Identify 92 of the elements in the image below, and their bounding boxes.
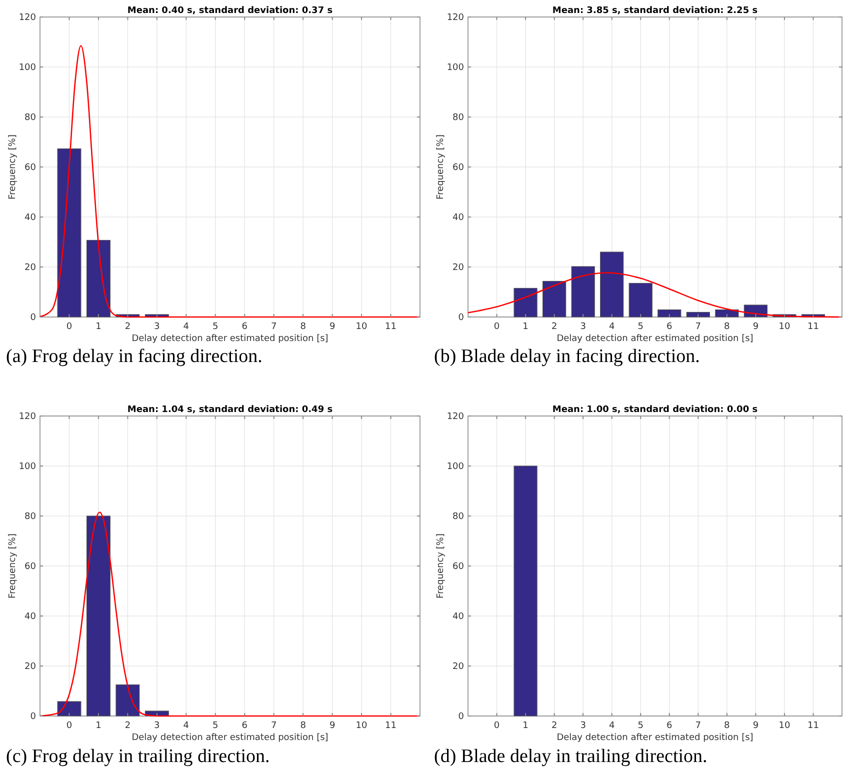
- x-tick-label: 0: [494, 322, 500, 332]
- x-tick-label: 7: [270, 322, 277, 332]
- x-tick-label: 9: [329, 721, 336, 731]
- x-tick-label: 7: [270, 721, 277, 731]
- y-axis-title: Frequency [%]: [8, 534, 18, 598]
- x-tick-label: 6: [666, 721, 673, 731]
- y-tick-label: 80: [452, 113, 464, 123]
- x-tick-label: 3: [154, 322, 160, 332]
- x-tick-label: 0: [66, 721, 72, 731]
- y-tick-label: 100: [446, 462, 464, 472]
- x-tick-label: 4: [608, 721, 615, 731]
- y-tick-label: 80: [24, 512, 36, 522]
- x-tick-label: 3: [580, 322, 586, 332]
- y-tick-label: 120: [446, 412, 464, 422]
- x-tick-label: 10: [356, 322, 368, 332]
- y-tick-label: 60: [24, 562, 36, 572]
- x-tick-label: 10: [778, 322, 790, 332]
- y-tick-label: 80: [24, 113, 36, 123]
- x-axis-title: Delay detection after estimated position [s]: [132, 733, 328, 743]
- y-tick-label: 60: [452, 562, 464, 572]
- y-tick-label: 120: [18, 13, 36, 23]
- x-tick-label: 4: [183, 322, 190, 332]
- y-tick-label: 40: [452, 213, 464, 223]
- y-tick-label: 20: [24, 662, 36, 672]
- y-tick-label: 100: [446, 63, 464, 73]
- x-tick-label: 5: [212, 721, 218, 731]
- x-tick-label: 2: [551, 721, 558, 731]
- x-tick-label: 2: [124, 721, 131, 731]
- y-tick-label: 80: [452, 512, 464, 522]
- x-axis-title: Delay detection after estimated position [s]: [556, 733, 754, 743]
- x-tick-label: 1: [522, 721, 528, 731]
- x-tick-label: 9: [752, 721, 759, 731]
- x-tick-label: 1: [96, 322, 102, 332]
- x-axis-title: Delay detection after estimated position [s]: [132, 334, 328, 344]
- x-tick-label: 8: [300, 721, 306, 731]
- y-axis-title: Frequency [%]: [8, 134, 18, 200]
- x-tick-label: 11: [385, 721, 396, 731]
- y-tick-label: 20: [24, 263, 36, 273]
- y-tick-label: 0: [458, 712, 464, 722]
- text: (d) Blade delay in trailing direction.: [434, 746, 708, 767]
- chart-title: Mean: 0.40 s, standard deviation: 0.37 s: [127, 6, 333, 16]
- x-tick-label: 8: [724, 322, 730, 332]
- y-axis-title: Frequency [%]: [436, 134, 446, 200]
- x-tick-label: 4: [608, 322, 615, 332]
- y-tick-label: 0: [30, 313, 36, 323]
- x-tick-label: 2: [551, 322, 558, 332]
- x-tick-label: 0: [494, 721, 500, 731]
- x-tick-label: 4: [183, 721, 190, 731]
- x-tick-label: 10: [356, 721, 368, 731]
- y-tick-label: 20: [452, 662, 464, 672]
- x-axis-title: Delay detection after estimated position [s]: [556, 334, 754, 344]
- chart-title: Mean: 1.00 s, standard deviation: 0.00 s: [552, 405, 758, 415]
- x-tick-label: 6: [666, 322, 673, 332]
- x-tick-label: 3: [154, 721, 160, 731]
- text: (c) Frog delay in trailing direction.: [6, 746, 270, 767]
- y-tick-label: 40: [24, 612, 36, 622]
- y-tick-label: 40: [24, 213, 36, 223]
- text: (a) Frog delay in facing direction.: [6, 346, 262, 367]
- x-tick-label: 11: [808, 322, 819, 332]
- y-tick-label: 0: [458, 313, 464, 323]
- y-axis-title: Frequency [%]: [436, 534, 446, 598]
- y-tick-label: 60: [24, 163, 36, 173]
- y-tick-label: 100: [18, 462, 36, 472]
- y-tick-label: 100: [18, 63, 36, 73]
- chart-title: Mean: 3.85 s, standard deviation: 2.25 s: [552, 6, 758, 16]
- y-tick-label: 40: [452, 612, 464, 622]
- text: (b) Blade delay in facing direction.: [434, 346, 700, 367]
- x-tick-label: 7: [695, 322, 702, 332]
- x-tick-label: 0: [66, 322, 72, 332]
- x-tick-label: 2: [124, 322, 131, 332]
- y-tick-label: 0: [30, 712, 36, 722]
- x-tick-label: 10: [778, 721, 790, 731]
- x-tick-label: 7: [695, 721, 702, 731]
- x-tick-label: 11: [808, 721, 819, 731]
- x-tick-label: 9: [329, 322, 336, 332]
- y-tick-label: 120: [18, 412, 36, 422]
- y-tick-label: 60: [452, 163, 464, 173]
- x-tick-label: 8: [300, 322, 306, 332]
- x-tick-label: 5: [212, 322, 218, 332]
- chart-title: Mean: 1.04 s, standard deviation: 0.49 s: [127, 405, 333, 415]
- x-tick-label: 1: [96, 721, 102, 731]
- x-tick-label: 1: [522, 322, 528, 332]
- x-tick-label: 8: [724, 721, 730, 731]
- x-tick-label: 6: [242, 721, 248, 731]
- y-tick-label: 120: [446, 13, 464, 23]
- x-tick-label: 5: [638, 322, 644, 332]
- x-tick-label: 11: [385, 322, 396, 332]
- x-tick-label: 9: [752, 322, 759, 332]
- x-tick-label: 3: [580, 721, 586, 731]
- x-tick-label: 5: [638, 721, 644, 731]
- x-tick-label: 6: [242, 322, 248, 332]
- y-tick-label: 20: [452, 263, 464, 273]
